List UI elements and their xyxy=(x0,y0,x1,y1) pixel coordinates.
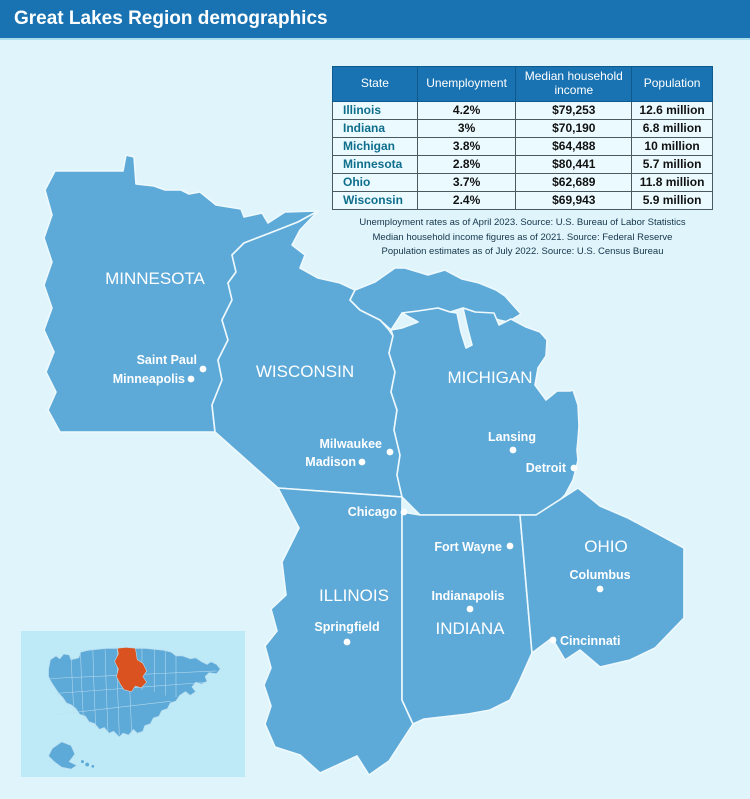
svg-text:OHIO: OHIO xyxy=(584,537,627,556)
svg-text:MICHIGAN: MICHIGAN xyxy=(448,368,533,387)
svg-text:Minneapolis: Minneapolis xyxy=(113,372,185,386)
svg-text:MINNESOTA: MINNESOTA xyxy=(105,269,205,288)
svg-text:Indianapolis: Indianapolis xyxy=(432,589,505,603)
svg-text:ILLINOIS: ILLINOIS xyxy=(319,586,389,605)
svg-text:WISCONSIN: WISCONSIN xyxy=(256,362,354,381)
svg-text:Cincinnati: Cincinnati xyxy=(560,634,620,648)
svg-text:Fort Wayne: Fort Wayne xyxy=(434,540,502,554)
svg-text:Springfield: Springfield xyxy=(314,620,379,634)
svg-text:Saint Paul: Saint Paul xyxy=(137,353,197,367)
svg-text:Lansing: Lansing xyxy=(488,430,536,444)
svg-text:INDIANA: INDIANA xyxy=(436,619,506,638)
svg-text:Detroit: Detroit xyxy=(526,461,567,475)
svg-text:Milwaukee: Milwaukee xyxy=(319,437,382,451)
svg-text:Chicago: Chicago xyxy=(348,505,398,519)
svg-text:Columbus: Columbus xyxy=(569,568,630,582)
svg-text:Madison: Madison xyxy=(305,455,356,469)
